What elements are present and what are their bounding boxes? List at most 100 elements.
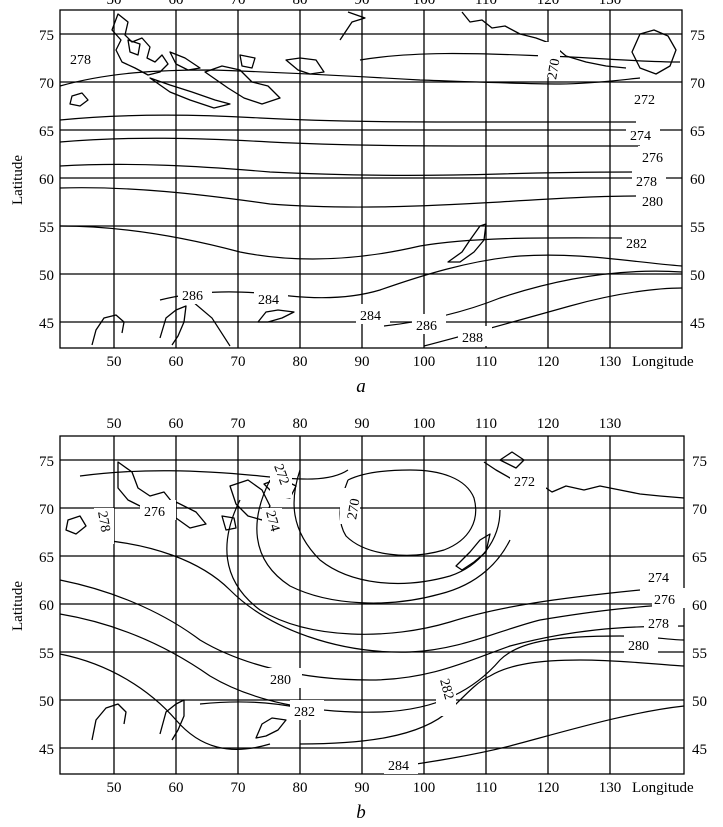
contour-label: 282 <box>294 705 315 720</box>
map-panel-b: 276 278 272 274 270 272 274 276 278 280 … <box>10 416 707 823</box>
lon-tick-top: 50 <box>107 0 122 8</box>
lon-tick-top: 90 <box>355 0 370 8</box>
contour-label: 284 <box>258 293 279 308</box>
lon-tick-top: 90 <box>355 416 370 432</box>
lat-tick-left: 60 <box>39 172 54 188</box>
lon-tick-top: 60 <box>169 0 184 8</box>
axis-ticks-b: 50 60 70 80 90 100 110 120 130 50 60 70 … <box>10 416 707 823</box>
lon-tick-bottom: 60 <box>169 780 184 796</box>
lon-tick-bottom: 90 <box>355 780 370 796</box>
contour-label: 284 <box>360 309 381 324</box>
lat-tick-left: 75 <box>39 454 54 470</box>
lat-tick-right: 65 <box>692 550 707 566</box>
panel-letter: a <box>356 376 366 397</box>
lon-tick-top: 70 <box>231 416 246 432</box>
lat-tick-left: 45 <box>39 742 54 758</box>
contour-label: 270 <box>345 497 363 520</box>
contour-label: 274 <box>630 129 651 144</box>
lat-tick-left: 70 <box>39 76 54 92</box>
contour-label: 280 <box>628 639 649 654</box>
lat-tick-left: 55 <box>39 646 54 662</box>
contour-label: 270 <box>545 57 563 80</box>
x-axis-title: Longitude <box>632 354 694 370</box>
lat-tick-right: 70 <box>692 502 707 518</box>
lon-tick-bottom: 50 <box>107 354 122 370</box>
lat-tick-right: 70 <box>690 76 705 92</box>
contour-label: 274 <box>262 509 282 533</box>
contour-label: 272 <box>634 93 655 108</box>
lat-tick-right: 45 <box>692 742 707 758</box>
lon-tick-bottom: 60 <box>169 354 184 370</box>
lat-tick-right: 60 <box>692 598 707 614</box>
x-axis-title: Longitude <box>632 780 694 796</box>
lon-tick-bottom: 100 <box>413 354 436 370</box>
lat-tick-left: 50 <box>39 268 54 284</box>
lat-tick-left: 55 <box>39 220 54 236</box>
contour-label: 272 <box>514 475 535 490</box>
lon-tick-bottom: 110 <box>475 780 497 796</box>
lat-tick-right: 65 <box>690 124 705 140</box>
lon-tick-bottom: 70 <box>231 780 246 796</box>
lat-tick-right: 75 <box>692 454 707 470</box>
lat-tick-right: 50 <box>692 694 707 710</box>
contour-label: 286 <box>416 319 437 334</box>
lat-tick-right: 75 <box>690 28 705 44</box>
lon-tick-bottom: 120 <box>537 780 560 796</box>
contour-label: 280 <box>642 195 663 210</box>
contour-labels-b: 276 278 272 274 270 272 274 276 278 280 … <box>94 462 686 774</box>
isotherms-a <box>59 52 683 347</box>
contour-label: 276 <box>144 505 165 520</box>
lon-tick-top: 80 <box>293 416 308 432</box>
lon-tick-top: 120 <box>537 0 560 8</box>
contour-label: 278 <box>70 53 91 68</box>
lon-tick-top: 130 <box>599 416 622 432</box>
panel-letter: b <box>356 802 366 823</box>
lon-tick-top: 120 <box>537 416 560 432</box>
lon-tick-top: 60 <box>169 416 184 432</box>
contour-label: 288 <box>462 331 483 346</box>
lon-tick-top: 50 <box>107 416 122 432</box>
contour-label: 276 <box>642 151 663 166</box>
contour-label: 282 <box>436 677 456 701</box>
lat-tick-left: 65 <box>39 124 54 140</box>
lon-tick-bottom: 120 <box>537 354 560 370</box>
lon-tick-bottom: 100 <box>413 780 436 796</box>
lon-tick-bottom: 130 <box>599 780 622 796</box>
contour-label: 278 <box>648 617 669 632</box>
lon-tick-bottom: 80 <box>293 780 308 796</box>
lat-tick-left: 65 <box>39 550 54 566</box>
gridlines-b <box>59 435 685 775</box>
coastline-a <box>69 11 677 346</box>
contour-label: 272 <box>270 462 291 487</box>
contour-label: 282 <box>626 237 647 252</box>
contour-label: 276 <box>654 593 675 608</box>
axis-ticks-a: 50 60 70 80 90 100 110 120 130 50 60 70 … <box>10 0 705 397</box>
map-panel-a: 278 270 272 274 276 278 280 282 286 284 … <box>10 0 705 397</box>
lon-tick-bottom: 80 <box>293 354 308 370</box>
lon-tick-top: 100 <box>413 416 436 432</box>
lon-tick-top: 100 <box>413 0 436 8</box>
lat-tick-right: 55 <box>690 220 705 236</box>
contour-label: 280 <box>270 673 291 688</box>
lon-tick-top: 70 <box>231 0 246 8</box>
contour-label: 286 <box>182 289 203 304</box>
lon-tick-top: 130 <box>599 0 622 8</box>
lon-tick-bottom: 50 <box>107 780 122 796</box>
lat-tick-left: 75 <box>39 28 54 44</box>
lat-tick-left: 45 <box>39 316 54 332</box>
lat-tick-right: 50 <box>690 268 705 284</box>
coastline-b <box>65 451 685 741</box>
contour-labels-a: 278 270 272 274 276 278 280 282 286 284 … <box>66 42 672 346</box>
lon-tick-bottom: 70 <box>231 354 246 370</box>
contour-label: 274 <box>648 571 669 586</box>
lat-tick-right: 45 <box>690 316 705 332</box>
lat-tick-right: 55 <box>692 646 707 662</box>
lon-tick-bottom: 130 <box>599 354 622 370</box>
y-axis-title: Latitude <box>10 581 26 631</box>
lat-tick-left: 60 <box>39 598 54 614</box>
lon-tick-top: 80 <box>293 0 308 8</box>
lon-tick-bottom: 90 <box>355 354 370 370</box>
lon-tick-bottom: 110 <box>475 354 497 370</box>
lat-tick-left: 50 <box>39 694 54 710</box>
